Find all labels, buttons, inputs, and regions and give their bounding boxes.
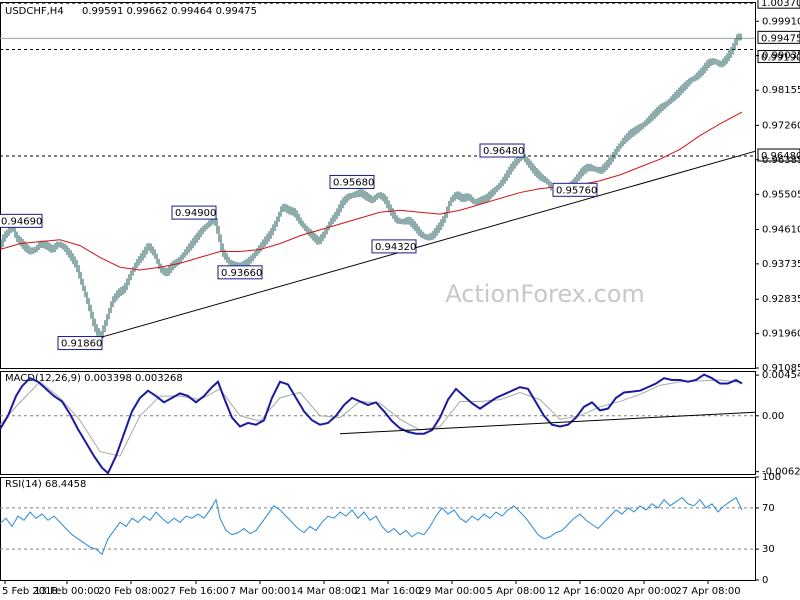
ohlc-label: 0.99591 0.99662 0.99464 0.99475 [82,6,257,17]
time-tick-label: 14 Mar 08:00 [291,586,358,597]
price-annotation-label: 0.94900 [175,208,216,219]
moving-average-line [0,111,743,271]
time-tick-label: 27 Apr 08:00 [675,586,740,597]
rsi-line [0,496,743,556]
lower-trendline [99,150,756,339]
price-annotation-label: 0.95760 [556,185,597,196]
price-annotation-box [171,205,217,220]
time-tick-label: 27 Feb 16:00 [163,586,229,597]
price-tick-label: 0.97260 [762,120,800,131]
macd-panel: MACD(12,26,9) 0.003398 0.003268 0.004540… [0,370,800,478]
price-annotation-label: 0.95680 [333,177,374,188]
time-tick-label: 13 Feb 00:00 [34,586,100,597]
price-tick-label: 0.92835 [762,294,800,305]
price-annotation-label: 0.94690 [1,216,42,227]
level-box [757,50,800,64]
price-annotation-label: 0.96480 [483,146,524,157]
time-tick-label: 20 Apr 00:00 [611,586,676,597]
rsi-panel: RSI(14) 68.4458 100 70 30 0 [0,472,781,586]
price-tick-label: 0.99035 [762,51,800,62]
macd-tick-label: 0.00454 [762,370,800,381]
level-box [757,30,800,44]
macd-axis: 0.00454 0.00 -0.00624 [755,370,800,478]
rsi-label: RSI(14) 68.4458 [5,479,86,490]
price-tick-label: 0.93735 [762,259,800,270]
price-annotation-box [329,174,375,189]
level-label: 0.96480 [761,151,800,162]
rsi-lines [0,496,755,556]
chart-frames [0,2,756,581]
price-annotation-box [0,213,43,228]
rsi-tick-label: 100 [762,472,781,483]
price-annotation-box [552,182,598,197]
price-annotation-box [217,265,263,280]
price-lines [0,111,756,339]
rsi-tick-label: 30 [762,544,775,555]
level-label: 0.99475 [761,33,800,44]
time-tick-label: 20 Feb 08:00 [98,586,164,597]
panel-frame-0 [0,2,756,369]
price-panel: ActionForex.com USDCHF,H4 0.99591 0.9966… [0,0,800,374]
price-levels: 1.00370 0.99475 0.99190 0.96480 [0,0,800,162]
watermark: ActionForex.com [445,280,645,308]
rsi-tick-label: 70 [762,503,775,514]
macd-line [0,373,743,475]
level-box [757,148,800,162]
macd-label: MACD(12,26,9) 0.003398 0.003268 [5,373,183,384]
macd-signal-line [0,379,743,457]
price-annotation-label: 0.91860 [61,339,102,350]
time-tick-label: 5 Apr 08:00 [487,586,546,597]
price-annotation-box [479,143,525,158]
time-tick-label: 7 Mar 00:00 [230,586,290,597]
price-annotation-box [371,239,417,254]
price-tick-label: 0.91960 [762,329,800,340]
price-annotation-label: 0.93660 [221,268,262,279]
price-axis[interactable]: 0.99910 0.99035 0.98155 0.97260 0.96385 0.955… [755,16,800,374]
macd-tick-label: -0.00624 [762,467,800,478]
symbol-label: USDCHF,H4 [5,6,64,17]
price-annotation-label: 0.94320 [375,242,416,253]
macd-lines [0,373,756,475]
price-tick-label: 0.94610 [762,224,800,235]
rsi-tick-label: 0 [762,575,768,586]
time-tick-label: 12 Apr 16:00 [547,586,612,597]
price-tick-label: 0.98155 [762,85,800,96]
level-box [757,0,800,9]
macd-tick-label: 0.00 [762,411,784,422]
level-label: 1.00370 [761,0,800,9]
panel-frame-1 [0,371,756,475]
macd-trendline [339,411,756,435]
price-tick-label: 0.99910 [762,16,800,27]
price-annotations: 0.94690 0.91860 0.94900 0.93660 0.95680 0.943… [0,143,598,351]
time-tick-label: 29 Mar 00:00 [419,586,486,597]
price-tick-label: 0.91085 [762,363,800,374]
time-tick-label: 21 Mar 16:00 [355,586,422,597]
level-label: 0.99190 [761,53,800,64]
rsi-axis: 100 70 30 0 [755,472,781,586]
price-tick-label: 0.96385 [762,155,800,166]
price-bars [0,33,742,340]
time-tick-label: 5 Feb 2018 [2,586,58,597]
price-annotation-box [57,336,103,351]
panel-frame-2 [0,477,756,581]
price-tick-label: 0.95505 [762,189,800,200]
